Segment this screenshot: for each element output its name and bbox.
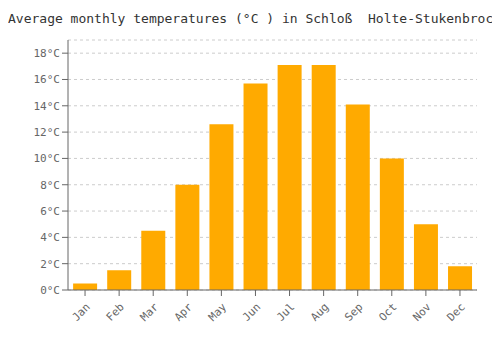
svg-text:Jan: Jan — [70, 301, 93, 324]
svg-text:Oct: Oct — [376, 301, 399, 324]
svg-text:14°C: 14°C — [34, 100, 61, 113]
svg-text:Jun: Jun — [240, 301, 263, 324]
svg-text:Feb: Feb — [104, 301, 127, 324]
svg-text:2°C: 2°C — [40, 258, 60, 271]
svg-text:Aug: Aug — [308, 301, 331, 324]
svg-text:0°C: 0°C — [40, 284, 60, 297]
svg-text:18°C: 18°C — [34, 47, 61, 60]
svg-text:May: May — [206, 300, 230, 324]
svg-text:10°C: 10°C — [34, 152, 61, 165]
svg-text:4°C: 4°C — [40, 231, 60, 244]
svg-text:16°C: 16°C — [34, 73, 61, 86]
svg-text:Mar: Mar — [138, 300, 162, 324]
svg-text:Jul: Jul — [274, 301, 297, 324]
svg-text:6°C: 6°C — [40, 205, 60, 218]
svg-text:Dec: Dec — [444, 301, 467, 324]
svg-text:Apr: Apr — [172, 300, 196, 324]
svg-text:Nov: Nov — [410, 300, 434, 324]
svg-text:Sep: Sep — [342, 301, 365, 324]
svg-text:8°C: 8°C — [40, 179, 60, 192]
svg-text:12°C: 12°C — [34, 126, 61, 139]
